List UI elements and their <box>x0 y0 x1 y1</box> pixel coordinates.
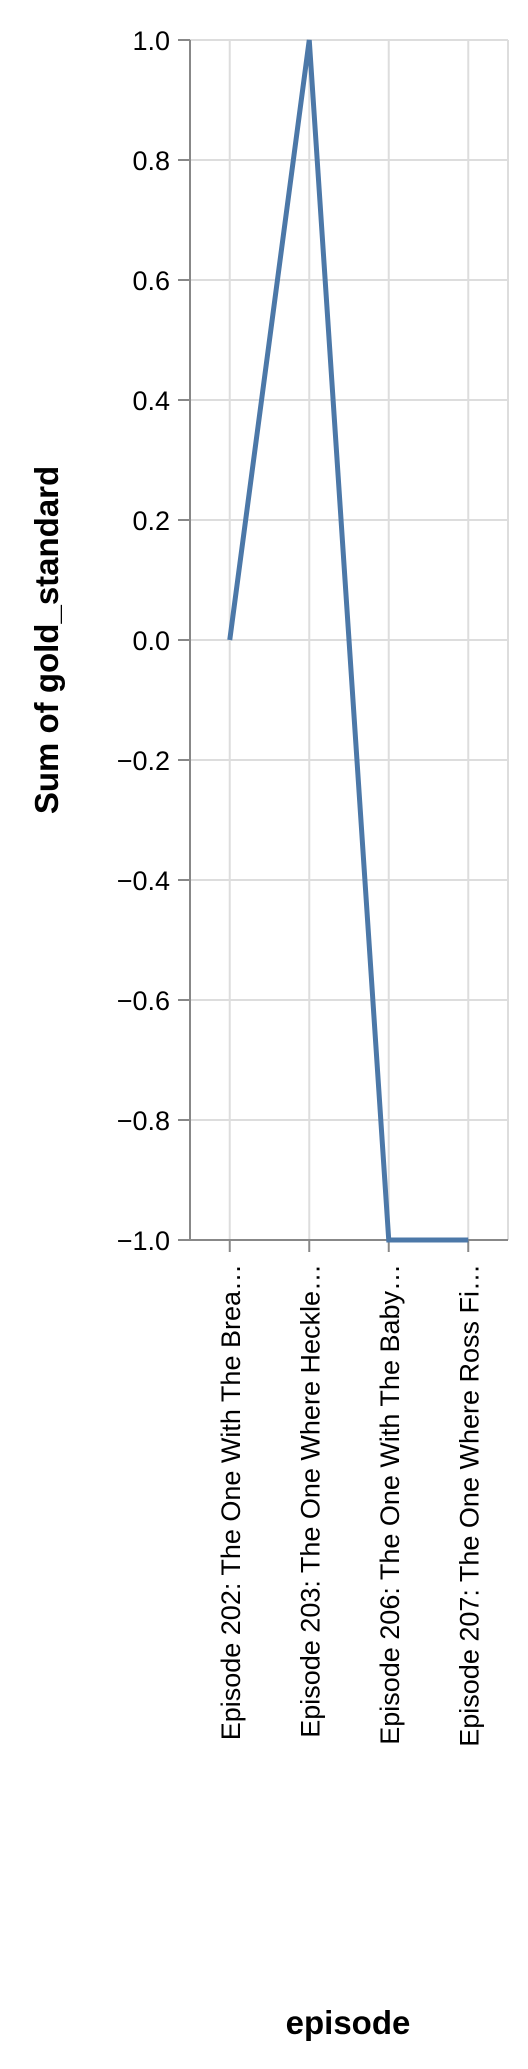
y-tick-label: −0.6 <box>117 986 170 1016</box>
x-axis-title: episode <box>286 2004 411 2041</box>
y-tick-label: −0.8 <box>117 1106 170 1136</box>
y-tick-label: 0.4 <box>132 386 170 416</box>
y-tick-label: 0.8 <box>132 146 170 176</box>
label-layer: 1.0 0.8 0.6 0.4 0.2 0.0 −0.2 −0.4 −0.6 −0.8 −1.0 Ep… <box>117 26 485 1747</box>
y-tick-label: 0.2 <box>132 506 170 536</box>
y-axis-title: Sum of gold_standard <box>28 466 65 814</box>
x-tick-label: Episode 206: The One With The Baby… <box>375 1264 405 1745</box>
y-tick-label: −1.0 <box>117 1226 170 1256</box>
x-tick-label: Episode 202: The One With The Brea… <box>216 1264 246 1740</box>
axis-layer <box>178 40 508 1252</box>
y-tick-label: 0.0 <box>132 626 170 656</box>
x-tick-label: Episode 207: The One Where Ross Fi… <box>454 1264 484 1747</box>
x-tick-label: Episode 203: The One Where Heckle… <box>295 1264 325 1738</box>
y-tick-label: 1.0 <box>132 26 170 56</box>
y-tick-label: 0.6 <box>132 266 170 296</box>
y-tick-label: −0.4 <box>117 866 170 896</box>
y-tick-label: −0.2 <box>117 746 170 776</box>
